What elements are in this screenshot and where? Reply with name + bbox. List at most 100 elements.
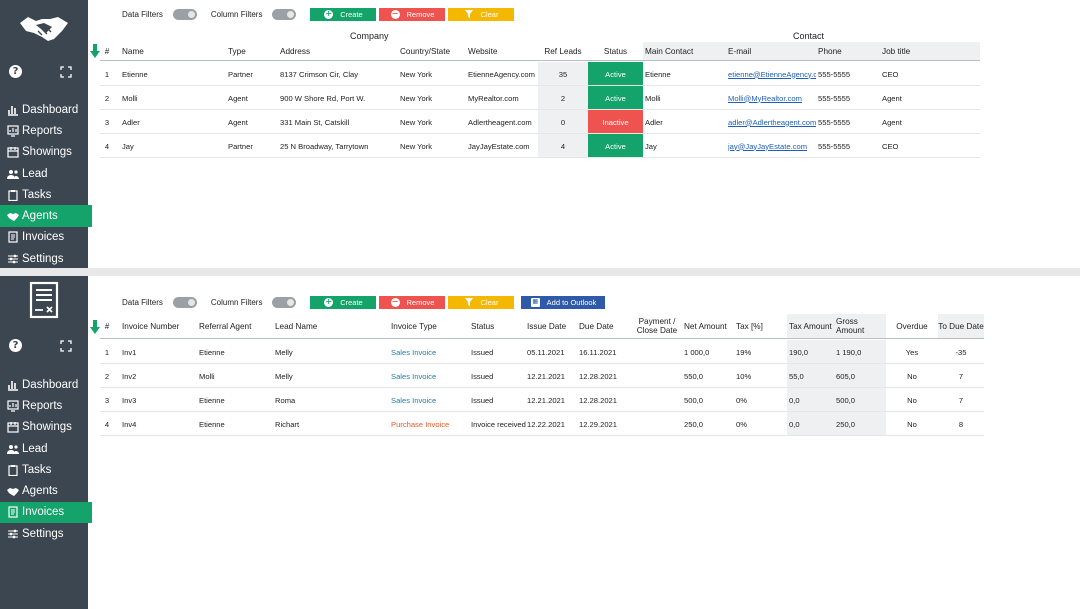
column-header-agent-name[interactable]: Name — [122, 46, 144, 56]
sidebar-item-tasks[interactable]: Tasks — [0, 184, 92, 205]
row-number-cell: 2 — [104, 371, 110, 381]
column-header-tax-amount[interactable]: Tax Amount — [787, 314, 834, 338]
column-filters-toggle[interactable] — [272, 296, 297, 308]
column-header-payment-close-date[interactable]: Payment / Close Date — [636, 317, 678, 335]
table-row[interactable]: 1 Inv1 Etienne Melly Sales Invoice Issued 05.1… — [100, 340, 984, 364]
sidebar-item-showings[interactable]: Showings — [0, 417, 92, 438]
column-header-row-number[interactable]: # — [104, 321, 110, 331]
column-header-invoice-status[interactable]: Status — [471, 321, 495, 331]
column-header-net-amount[interactable]: Net Amount — [684, 321, 727, 331]
column-header-lead-name[interactable]: Lead Name — [275, 321, 318, 331]
agent-main-contact-cell: Molli — [645, 93, 661, 103]
agent-phone-cell: 555-5555 — [818, 93, 851, 103]
sidebar-item-tasks[interactable]: Tasks — [0, 459, 92, 480]
sidebar-item-settings[interactable]: Settings — [0, 248, 92, 269]
down-arrow-icon[interactable] — [90, 44, 100, 58]
column-header-to-due-date[interactable]: To Due Date — [938, 314, 984, 338]
email-link[interactable]: Molli@MyRealtor.com — [728, 93, 802, 103]
column-header-agent-country[interactable]: Country/State — [400, 46, 451, 56]
table-row[interactable]: 4 Jay Partner 25 N Broadway, Tarrytown New Y… — [100, 134, 980, 158]
table-row[interactable]: 4 Inv4 Etienne Richart Purchase Invoice Invoi… — [100, 412, 984, 436]
email-link[interactable]: adler@Adlertheagent.com — [728, 117, 816, 127]
sidebar-item-dashboard[interactable]: Dashboard — [0, 99, 92, 120]
column-filters-toggle[interactable] — [272, 8, 297, 20]
column-header-agent-email[interactable]: E-mail — [726, 42, 816, 60]
column-header-invoice-type[interactable]: Invoice Type — [391, 321, 437, 331]
clear-button[interactable]: Clear — [448, 7, 515, 21]
table-row[interactable]: 1 Etienne Partner 8137 Crimson Cir, Clay New… — [100, 62, 980, 86]
sliders-icon — [6, 527, 19, 540]
email-link[interactable]: etienne@EtienneAgency.co — [728, 69, 816, 79]
column-header-overdue[interactable]: Overdue — [896, 321, 928, 331]
plus-circle-icon: + — [324, 9, 334, 19]
filter-icon — [465, 10, 474, 19]
row-divider — [100, 109, 980, 110]
help-icon[interactable]: ? — [9, 65, 22, 78]
sidebar-item-reports[interactable]: Reports — [0, 120, 92, 141]
help-icon[interactable]: ? — [9, 339, 22, 352]
column-header-agent-website[interactable]: Website — [468, 46, 498, 56]
lead-name-cell: Richart — [275, 419, 300, 429]
sidebar-item-settings[interactable]: Settings — [0, 523, 92, 544]
column-header-agent-address[interactable]: Address — [280, 46, 311, 56]
column-header-agent-main-contact[interactable]: Main Contact — [643, 42, 726, 60]
sidebar-item-invoices[interactable]: Invoices — [0, 501, 92, 524]
column-header-agent-status[interactable]: Status — [603, 46, 628, 56]
column-header-gross-amount[interactable]: Gross Amount — [834, 314, 886, 338]
sidebar-item-lead[interactable]: Lead — [0, 438, 92, 459]
create-button[interactable]: + Create — [310, 295, 377, 309]
expand-icon[interactable] — [60, 66, 72, 78]
column-header-tax-percent[interactable]: Tax [%] — [736, 321, 763, 331]
column-header-row-number[interactable]: # — [104, 46, 110, 56]
add-to-outlook-button[interactable]: ▦ Add to Outlook — [521, 295, 606, 309]
sidebar-item-agents[interactable]: Agents — [0, 480, 92, 501]
create-button-label: Create — [340, 9, 363, 19]
column-header-invoice-number[interactable]: Invoice Number — [122, 321, 180, 331]
tax-amount-cell: 55,0 — [787, 364, 834, 388]
sidebar-item-reports[interactable]: Reports — [0, 395, 92, 416]
table-row[interactable]: 3 Inv3 Etienne Roma Sales Invoice Issued 12.21… — [100, 388, 984, 412]
sidebar-item-invoices[interactable]: Invoices — [0, 227, 92, 248]
row-number-cell: 1 — [104, 347, 110, 357]
gross-amount-cell: 500,0 — [834, 388, 886, 412]
agent-website-cell: Adlertheagent.com — [468, 117, 532, 127]
sidebar-item-dashboard[interactable]: Dashboard — [0, 374, 92, 395]
sidebar-nav: Dashboard Reports Showings Lead Tasks Ag… — [0, 374, 92, 544]
due-date-cell: 16.11.2021 — [579, 347, 617, 357]
clear-button[interactable]: Clear — [448, 295, 515, 309]
column-header-agent-job-title[interactable]: Job title — [880, 42, 980, 60]
agent-ref-leads-cell: 2 — [538, 86, 588, 110]
sidebar-item-showings[interactable]: Showings — [0, 142, 92, 163]
create-button[interactable]: + Create — [310, 7, 377, 21]
column-header-referral-agent[interactable]: Referral Agent — [199, 321, 252, 331]
table-row[interactable]: 2 Molli Agent 900 W Shore Rd, Port W. New Yo… — [100, 86, 980, 110]
table-row[interactable]: 3 Adler Agent 331 Main St, Catskill New York… — [100, 110, 980, 134]
sidebar-item-lead[interactable]: Lead — [0, 163, 92, 184]
sidebar-item-agents[interactable]: Agents — [0, 205, 92, 227]
table-row[interactable]: 2 Inv2 Molli Melly Sales Invoice Issued 12.21.… — [100, 364, 984, 388]
column-header-agent-type[interactable]: Type — [228, 46, 246, 56]
email-link[interactable]: jay@JayJayEstate.com — [728, 141, 808, 151]
invoice-number-cell: Inv2 — [122, 371, 137, 381]
column-header-issue-date[interactable]: Issue Date — [527, 321, 567, 331]
agent-job-title-cell: Agent — [882, 117, 902, 127]
payment-close-date-cell — [631, 340, 683, 364]
invoice-type-cell: Sales Invoice — [391, 371, 437, 381]
data-filters-toggle[interactable] — [172, 8, 197, 20]
remove-button[interactable]: − Remove — [379, 7, 446, 21]
tax-amount-cell: 190,0 — [787, 340, 834, 364]
agent-job-title-cell: CEO — [882, 69, 899, 79]
column-header-due-date[interactable]: Due Date — [579, 321, 614, 331]
remove-button[interactable]: − Remove — [379, 295, 446, 309]
gross-amount-cell: 250,0 — [834, 412, 886, 436]
data-filters-toggle[interactable] — [172, 296, 197, 308]
showings-icon — [6, 146, 19, 159]
expand-icon[interactable] — [60, 340, 72, 352]
column-header-agent-ref-leads[interactable]: Ref Leads — [544, 46, 582, 56]
report-icon — [6, 399, 19, 412]
agents-table: # Name Type Address Country/State Website Ref … — [100, 42, 980, 160]
create-button-label: Create — [340, 297, 363, 307]
column-header-agent-phone[interactable]: Phone — [816, 42, 880, 60]
agent-main-contact-cell: Etienne — [645, 69, 671, 79]
down-arrow-icon[interactable] — [90, 320, 100, 334]
